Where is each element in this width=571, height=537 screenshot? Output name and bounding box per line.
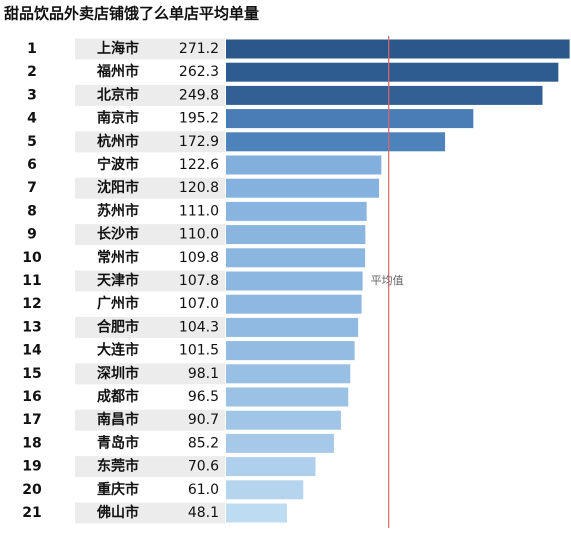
row-shade (75, 409, 225, 431)
rank: 12 (22, 296, 41, 312)
city-label: 大连市 (97, 342, 139, 359)
row-shade (75, 131, 225, 153)
bar (226, 410, 341, 430)
rank: 21 (22, 505, 41, 521)
value-label: 98.1 (188, 366, 219, 382)
rank: 18 (22, 435, 41, 451)
city-label: 沈阳市 (97, 179, 139, 196)
rank: 11 (22, 273, 41, 289)
row-shade (75, 84, 225, 106)
city-label: 天津市 (97, 272, 139, 289)
value-label: 110.0 (179, 227, 219, 243)
row-shade (75, 456, 225, 478)
average-label: 平均值 (371, 274, 404, 287)
rank: 4 (27, 111, 37, 127)
rank: 1 (27, 41, 37, 57)
value-label: 111.0 (179, 203, 219, 219)
city-label: 佛山市 (96, 504, 139, 521)
bar (226, 364, 351, 384)
city-label: 宁波市 (97, 156, 139, 173)
rank: 9 (27, 227, 37, 243)
bar (226, 317, 359, 337)
value-label: 262.3 (179, 64, 219, 80)
city-label: 合肥市 (97, 318, 139, 335)
value-label: 104.3 (179, 319, 219, 335)
city-label: 南京市 (97, 110, 139, 127)
city-label: 深圳市 (97, 365, 139, 382)
bar (226, 341, 355, 361)
value-label: 101.5 (179, 343, 219, 359)
rank: 15 (22, 366, 41, 382)
city-label: 成都市 (97, 388, 139, 405)
rank: 5 (27, 134, 37, 150)
chart-title: 甜品饮品外卖店铺饿了么单店平均单量 (4, 5, 259, 23)
bar (226, 109, 474, 129)
row-shade (75, 224, 225, 246)
rank: 3 (27, 87, 37, 103)
value-label: 90.7 (188, 412, 219, 428)
row-shade (75, 363, 225, 385)
rank: 2 (27, 64, 37, 80)
city-label: 杭州市 (97, 133, 139, 150)
bar (226, 201, 367, 221)
row-shade (75, 316, 225, 338)
city-label: 东莞市 (97, 458, 139, 475)
city-label: 重庆市 (97, 481, 139, 498)
city-label: 南昌市 (97, 411, 139, 428)
city-label: 长沙市 (97, 226, 139, 243)
bar (226, 294, 362, 314)
bar (226, 225, 366, 245)
city-label: 广州市 (97, 295, 139, 312)
rank: 8 (27, 203, 37, 219)
bar (226, 248, 366, 268)
bar (226, 178, 380, 198)
bar (226, 387, 349, 407)
value-label: 48.1 (188, 505, 219, 521)
value-label: 271.2 (179, 41, 219, 57)
rank: 14 (22, 343, 42, 359)
bar (226, 503, 287, 523)
bar (226, 480, 304, 500)
city-label: 上海市 (97, 40, 139, 57)
bar (226, 132, 446, 152)
city-label: 青岛市 (97, 434, 139, 451)
rank: 13 (22, 319, 41, 335)
city-label: 北京市 (97, 86, 139, 103)
row-shade (75, 502, 225, 524)
rank: 16 (22, 389, 41, 405)
rank: 20 (22, 482, 42, 498)
value-label: 107.8 (179, 273, 219, 289)
city-label: 苏州市 (97, 202, 139, 219)
bar (226, 85, 543, 105)
row-shade (75, 270, 225, 292)
value-label: 85.2 (188, 435, 219, 451)
value-label: 172.9 (179, 134, 219, 150)
value-label: 122.6 (179, 157, 219, 173)
rank: 17 (22, 412, 41, 428)
value-label: 249.8 (179, 87, 219, 103)
rank: 6 (27, 157, 37, 173)
bar (226, 271, 363, 291)
bar (226, 457, 316, 477)
city-label: 常州市 (97, 249, 139, 266)
city-label: 福州市 (96, 63, 139, 80)
row-shade (75, 38, 225, 60)
bar (226, 62, 559, 82)
rank: 19 (22, 459, 41, 475)
rank: 7 (27, 180, 37, 196)
row-shade (75, 177, 225, 199)
value-label: 195.2 (179, 111, 219, 127)
bar (226, 433, 334, 453)
value-label: 70.6 (188, 459, 219, 475)
value-label: 107.0 (179, 296, 219, 312)
bar (226, 39, 570, 59)
rank: 10 (22, 250, 42, 266)
bar (226, 155, 382, 175)
value-label: 120.8 (179, 180, 219, 196)
value-label: 61.0 (188, 482, 219, 498)
value-label: 96.5 (188, 389, 219, 405)
value-label: 109.8 (179, 250, 219, 266)
